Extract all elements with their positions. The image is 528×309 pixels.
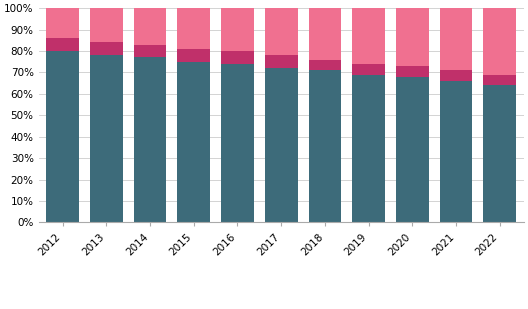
Bar xyxy=(90,8,122,42)
Bar xyxy=(396,77,429,222)
Bar xyxy=(440,8,473,70)
Bar xyxy=(46,38,79,51)
Bar xyxy=(484,74,516,85)
Bar xyxy=(221,51,254,64)
Bar xyxy=(440,70,473,81)
Bar xyxy=(265,8,298,55)
Bar xyxy=(308,8,341,60)
Bar xyxy=(134,57,166,222)
Bar xyxy=(177,8,210,49)
Bar xyxy=(90,55,122,222)
Bar xyxy=(221,64,254,222)
Bar xyxy=(484,8,516,74)
Bar xyxy=(134,8,166,44)
Bar xyxy=(352,74,385,222)
Bar xyxy=(352,8,385,64)
Bar xyxy=(484,85,516,222)
Bar xyxy=(177,62,210,222)
Bar xyxy=(265,68,298,222)
Bar xyxy=(90,42,122,55)
Bar xyxy=(440,81,473,222)
Bar xyxy=(46,51,79,222)
Bar xyxy=(265,55,298,68)
Bar xyxy=(46,8,79,38)
Bar xyxy=(396,8,429,66)
Bar xyxy=(221,8,254,51)
Bar xyxy=(308,70,341,222)
Bar xyxy=(134,44,166,57)
Bar xyxy=(177,49,210,62)
Bar xyxy=(396,66,429,77)
Bar xyxy=(352,64,385,74)
Bar xyxy=(308,60,341,70)
